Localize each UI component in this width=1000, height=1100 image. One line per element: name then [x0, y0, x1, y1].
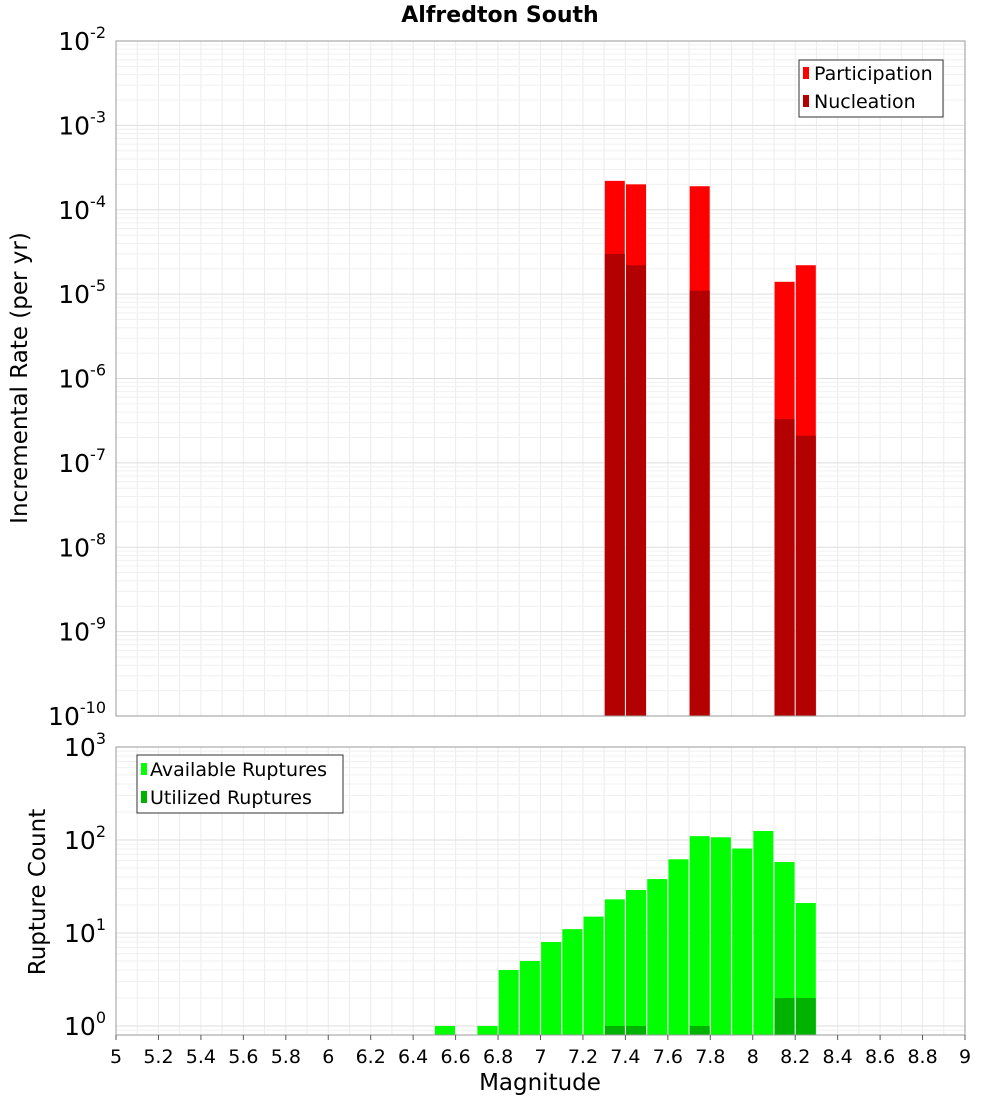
x-tick-label: 5.6: [228, 1046, 258, 1068]
count-y-axis-label: Rupture Count: [25, 809, 51, 975]
rate-bars: [604, 180, 816, 717]
count-legend-box: [136, 754, 344, 814]
count-y-tick-label: 100: [64, 1008, 106, 1041]
x-tick-label: 7: [534, 1046, 546, 1068]
nucleation-legend-swatch: [803, 95, 809, 107]
rate-y-tick-label: 10-10: [48, 698, 106, 731]
available-ruptures-bar: [626, 889, 647, 1035]
participation-legend-swatch: [803, 67, 809, 79]
nucleation-bar: [604, 253, 625, 716]
rate-y-tick-label: 10-9: [58, 614, 106, 647]
utilized-ruptures-bar: [795, 997, 816, 1035]
available-ruptures-bar: [498, 969, 519, 1035]
nucleation-bar: [774, 419, 795, 716]
count-y-tick-label: 102: [64, 822, 106, 855]
x-tick-label: 7.2: [568, 1046, 598, 1068]
available-ruptures-bar: [541, 942, 562, 1035]
available-ruptures-bar: [477, 1025, 498, 1035]
participation-legend-label: Participation: [814, 63, 933, 85]
rate-y-tick-label: 10-8: [58, 529, 106, 562]
magnitude-x-ticks: 5 5.2 5.4 5.6 5.8 6 6.2 6.4 6.6 6.8 7 7.2 7.4 7.6 7.8 8…: [110, 1035, 971, 1068]
available-ruptures-bar: [689, 836, 710, 1035]
utilized-ruptures-bar: [626, 1025, 647, 1035]
utilized-legend-label: Utilized Ruptures: [150, 787, 312, 809]
x-tick-label: 6.2: [356, 1046, 386, 1068]
count-y-ticks: 103 102 101 100: [64, 729, 106, 1041]
rate-y-tick-label: 10-3: [58, 107, 106, 140]
available-legend-label: Available Ruptures: [150, 759, 327, 781]
available-ruptures-bar: [710, 837, 731, 1035]
rate-y-ticks: 10-2 10-3 10-4 10-5 10-6 10-7 10-8 10-9 10-10: [48, 23, 106, 731]
rate-panel: 10-2 10-3 10-4 10-5 10-6 10-7 10-8 10-9 10-10 In…: [7, 23, 966, 731]
x-tick-label: 8.4: [823, 1046, 853, 1068]
rate-plot-border: [115, 40, 966, 717]
rate-legend: Participation Nucleation: [798, 59, 944, 118]
x-tick-label: 8.6: [865, 1046, 895, 1068]
x-tick-label: 5: [110, 1046, 122, 1068]
x-tick-label: 6.4: [398, 1046, 428, 1068]
x-tick-label: 7.6: [653, 1046, 683, 1068]
rate-legend-box: [798, 59, 944, 118]
x-tick-label: 8.2: [780, 1046, 810, 1068]
rate-grid: [115, 41, 966, 717]
utilized-ruptures-bar: [689, 1025, 710, 1035]
available-ruptures-bar: [583, 916, 604, 1035]
magnitude-x-axis-label: Magnitude: [479, 1070, 601, 1096]
nucleation-bar: [689, 290, 710, 716]
utilized-ruptures-bar: [604, 1025, 625, 1035]
available-ruptures-bar: [753, 830, 774, 1035]
x-tick-label: 7.8: [695, 1046, 725, 1068]
x-tick-label: 8.8: [907, 1046, 937, 1068]
nucleation-legend-label: Nucleation: [814, 91, 916, 113]
available-ruptures-bar: [519, 960, 540, 1035]
available-ruptures-bar: [647, 879, 668, 1035]
available-ruptures-bar: [604, 899, 625, 1035]
nucleation-bar: [795, 435, 816, 716]
rate-y-tick-label: 10-4: [58, 192, 106, 225]
x-tick-label: 5.4: [186, 1046, 216, 1068]
rate-y-tick-label: 10-5: [58, 276, 106, 309]
x-tick-label: 8: [747, 1046, 759, 1068]
available-ruptures-bar: [668, 859, 689, 1035]
available-ruptures-bar: [774, 861, 795, 1035]
rate-y-tick-label: 10-6: [58, 361, 106, 394]
utilized-ruptures-bar: [774, 997, 795, 1035]
x-tick-label: 6.6: [440, 1046, 470, 1068]
count-y-tick-label: 101: [64, 915, 106, 948]
x-tick-label: 6: [322, 1046, 334, 1068]
count-legend: Available Ruptures Utilized Ruptures: [136, 754, 344, 814]
available-ruptures-bar: [562, 929, 583, 1035]
count-bars: [434, 830, 816, 1035]
nucleation-bar: [626, 265, 647, 716]
count-y-tick-label: 103: [64, 729, 106, 762]
rupture-count-panel: 103 102 101 100 5 5.2 5.4 5.6 5.8 6 6.2 6.4 6.6 6.8 7…: [25, 729, 971, 1096]
available-legend-swatch: [141, 763, 147, 775]
x-tick-label: 6.8: [483, 1046, 513, 1068]
x-tick-label: 5.2: [143, 1046, 173, 1068]
rate-y-tick-label: 10-7: [58, 445, 106, 478]
available-ruptures-bar: [732, 848, 753, 1035]
rate-y-tick-label: 10-2: [58, 23, 106, 56]
x-tick-label: 9: [959, 1046, 971, 1068]
available-ruptures-bar: [434, 1025, 455, 1035]
x-tick-label: 7.4: [610, 1046, 640, 1068]
x-tick-label: 5.8: [271, 1046, 301, 1068]
utilized-legend-swatch: [141, 791, 147, 803]
chart-title: Alfredton South: [401, 3, 598, 28]
rate-y-axis-label: Incremental Rate (per yr): [7, 232, 33, 524]
